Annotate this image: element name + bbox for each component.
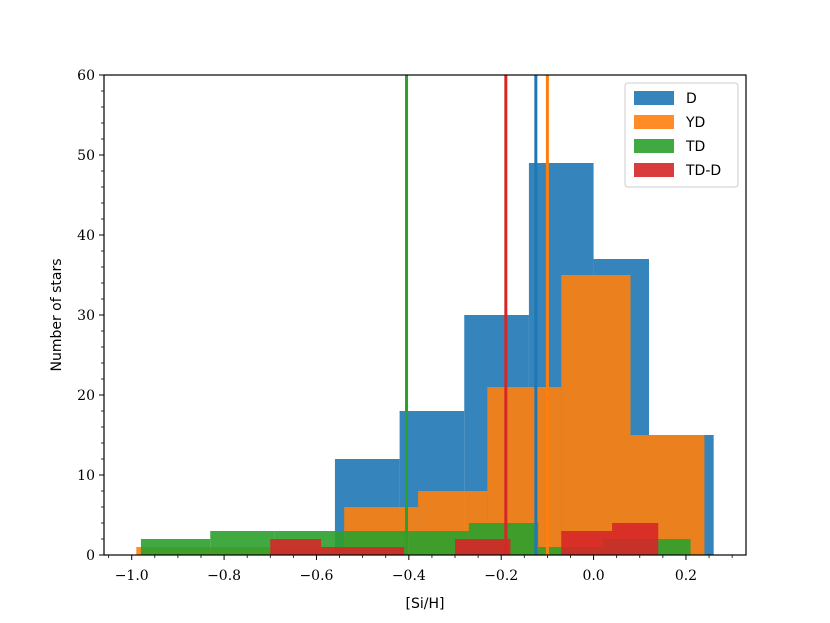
bar-td-1	[210, 531, 275, 555]
y-tick-label: 10	[77, 468, 95, 484]
legend-box	[624, 82, 739, 188]
legend-swatch-d	[634, 91, 674, 105]
y-axis-label: Number of stars	[49, 258, 65, 371]
x-axis-label: [Si/H]	[406, 596, 445, 612]
legend-swatch-yd	[634, 115, 674, 129]
x-tick-label: −0.4	[392, 568, 426, 584]
x-tick-label: −1.0	[115, 568, 149, 584]
y-tick-label: 60	[77, 68, 95, 84]
legend-swatch-td-d	[634, 163, 674, 177]
bar-td-d-5	[561, 531, 613, 555]
x-axis-ticks: −1.0 −0.8 −0.6 −0.4 −0.2 0.0 0.2	[108, 555, 733, 584]
bar-td-d-6	[612, 523, 659, 555]
mean-lines	[405, 75, 549, 555]
x-tick-label: 0.0	[582, 568, 604, 584]
legend: D YD TD TD-D	[624, 82, 739, 188]
x-tick-label: −0.2	[484, 568, 518, 584]
y-tick-label: 50	[77, 148, 95, 164]
histogram-bars	[136, 163, 714, 555]
bar-td-d-0	[270, 539, 322, 555]
y-tick-label: 0	[86, 548, 95, 564]
y-tick-label: 20	[77, 388, 95, 404]
legend-label-yd: YD	[685, 115, 705, 131]
x-tick-label: −0.6	[299, 568, 333, 584]
legend-label-td-d: TD-D	[685, 163, 721, 179]
x-tick-label: 0.2	[675, 568, 697, 584]
y-tick-label: 40	[77, 228, 95, 244]
legend-swatch-td	[634, 139, 674, 153]
bar-td-d-1	[321, 547, 405, 555]
legend-label-td: TD	[685, 139, 705, 155]
y-axis-ticks: 0 10 20 30 40 50 60	[77, 68, 104, 564]
y-tick-label: 30	[77, 308, 95, 324]
legend-label-d: D	[686, 91, 697, 107]
bar-yd-4	[561, 275, 631, 555]
bar-td-0	[140, 539, 211, 555]
bar-td-d-3	[455, 539, 511, 555]
x-tick-label: −0.8	[207, 568, 241, 584]
